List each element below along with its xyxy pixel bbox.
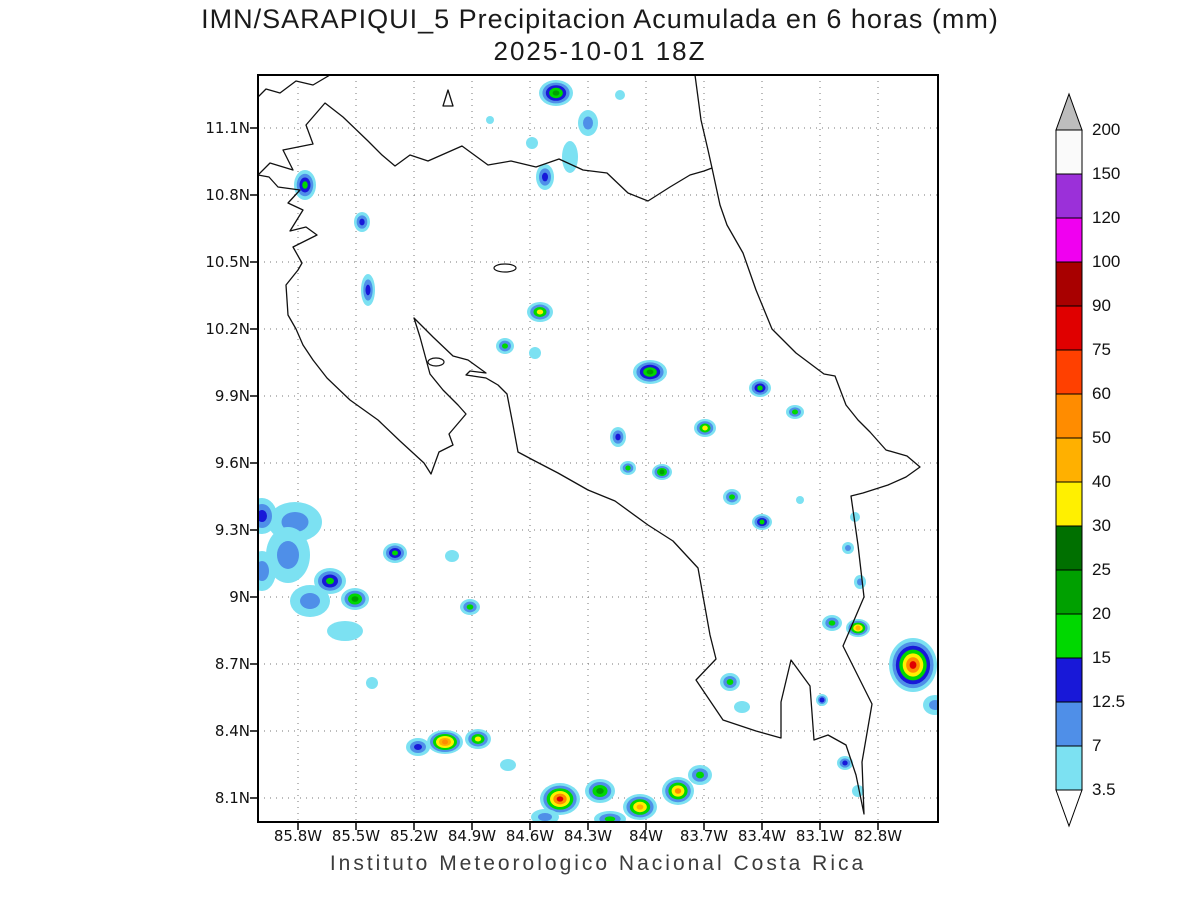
colorbar-label: 150 [1092, 164, 1121, 183]
colorbar-label: 200 [1092, 120, 1121, 139]
colorbar-label: 25 [1092, 560, 1111, 579]
colorbar-label: 90 [1092, 296, 1111, 315]
axis-ticks [250, 127, 879, 830]
colorbar-segment [1055, 173, 1083, 219]
lon-label: 85.5W [331, 827, 381, 845]
lon-label: 85.2W [389, 827, 439, 845]
colorbar-label: 120 [1092, 208, 1121, 227]
lon-label: 84W [629, 827, 663, 845]
colorbar-segment [1055, 129, 1083, 175]
colorbar-segment [1055, 745, 1083, 791]
colorbar-segment [1055, 657, 1083, 703]
lat-label: 9.3N [214, 521, 250, 539]
colorbar-bottom-arrow [1055, 789, 1083, 828]
colorbar-label: 12.5 [1092, 692, 1126, 711]
colorbar-segment [1055, 393, 1083, 439]
colorbar-legend [1055, 92, 1083, 828]
colorbar-label: 60 [1092, 384, 1111, 403]
colorbar-label: 100 [1092, 252, 1121, 271]
lon-label: 83.1W [795, 827, 845, 845]
lon-label: 84.3W [563, 827, 613, 845]
footer-caption: Instituto Meteorologico Nacional Costa R… [329, 852, 867, 875]
precipitation-map [250, 74, 939, 830]
colorbar-segment [1055, 349, 1083, 395]
colorbar-segment [1055, 701, 1083, 747]
colorbar-label: 15 [1092, 648, 1111, 667]
colorbar-segment [1055, 613, 1083, 659]
lat-label: 10.2N [205, 320, 250, 338]
colorbar-segment [1055, 525, 1083, 571]
colorbar-segment [1055, 437, 1083, 483]
colorbar-label: 3.5 [1092, 780, 1116, 799]
map-plot-area [250, 74, 939, 830]
colorbar-segment [1055, 261, 1083, 307]
map-date-label: 2025-10-01 18Z [493, 36, 707, 66]
map-title: IMN/SARAPIQUI_5 Precipitacion Acumulada … [201, 4, 999, 34]
colorbar-segment [1055, 481, 1083, 527]
colorbar-segment [1055, 569, 1083, 615]
colorbar-segment [1055, 305, 1083, 351]
lat-label: 10.5N [205, 253, 250, 271]
lat-label: 8.7N [214, 655, 250, 673]
lat-label: 9.6N [214, 454, 250, 472]
precip-cells [258, 80, 938, 822]
grid-lines [258, 75, 938, 822]
colorbar-label: 30 [1092, 516, 1111, 535]
colorbar-label: 7 [1092, 736, 1102, 755]
colorbar-label: 40 [1092, 472, 1111, 491]
lat-label: 10.8N [205, 186, 250, 204]
colorbar-top-arrow [1055, 92, 1083, 131]
lon-label: 82.8W [853, 827, 903, 845]
colorbar-label: 50 [1092, 428, 1111, 447]
lon-label: 84.9W [447, 827, 497, 845]
lon-label: 85.8W [273, 827, 323, 845]
colorbar-label: 20 [1092, 604, 1111, 623]
lat-label: 8.4N [214, 722, 250, 740]
lon-label: 84.6W [505, 827, 555, 845]
lat-label: 8.1N [214, 789, 250, 807]
lon-label: 83.7W [679, 827, 729, 845]
lat-label: 9.9N [214, 387, 250, 405]
colorbar-label: 75 [1092, 340, 1111, 359]
lat-label: 9N [229, 588, 250, 606]
lat-label: 11.1N [205, 119, 250, 137]
lon-label: 83.4W [737, 827, 787, 845]
coastline [258, 75, 921, 815]
colorbar-segment [1055, 217, 1083, 263]
